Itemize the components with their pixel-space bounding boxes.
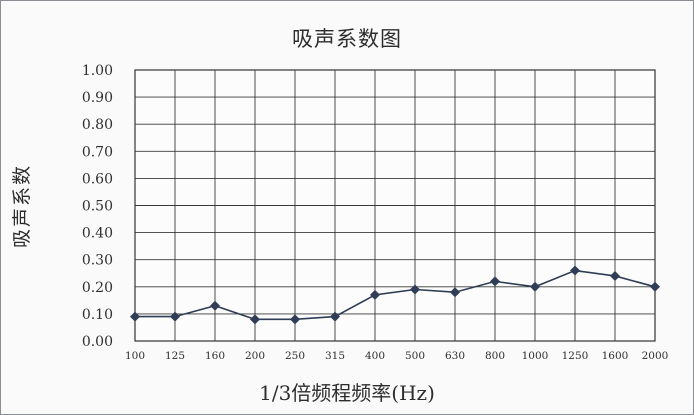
y-tick-label: 0.10 [82,307,113,323]
x-tick-label: 630 [445,350,465,362]
x-axis-label: 1/3倍频程频率(Hz) [259,381,435,405]
x-tick-label: 800 [485,350,505,362]
data-point-marker [410,284,420,295]
data-point-marker [610,270,620,281]
y-tick-label: 0.50 [82,199,113,215]
y-tick-label: 0.80 [82,117,113,133]
series-line [135,269,656,321]
x-tick-label: 315 [325,350,345,362]
data-point-marker [290,314,300,325]
y-tick-labels: 0.00 0.10 0.20 0.30 0.40 0.50 0.60 0.70 0.80 0.90… [82,63,113,350]
data-point-marker [570,265,580,276]
x-tick-label: 1000 [522,350,549,362]
x-tick-label: 100 [125,350,145,362]
data-point-marker [650,281,660,292]
x-tick-label: 400 [365,350,385,362]
data-point-marker [330,311,340,322]
y-tick-label: 0.00 [82,334,113,350]
data-point-marker [210,300,220,311]
x-tick-label: 500 [405,350,425,362]
x-tick-label: 200 [245,350,265,362]
y-tick-label: 0.20 [82,280,113,296]
y-tick-label: 0.30 [82,253,113,269]
chart-title: 吸声系数图 [292,27,402,51]
x-tick-label: 160 [205,350,225,362]
data-point-marker [130,311,140,322]
grid-lines [135,70,655,341]
y-tick-label: 0.70 [82,144,113,160]
y-tick-label: 1.00 [82,63,113,79]
x-tick-label: 1250 [562,350,589,362]
x-tick-label: 125 [165,350,185,362]
y-tick-label: 0.60 [82,171,113,187]
data-point-marker [370,289,380,300]
data-point-marker [450,287,460,298]
series-group [130,265,660,325]
y-tick-label: 0.40 [82,226,113,242]
x-tick-label: 2000 [642,350,669,362]
data-point-marker [490,276,500,287]
data-point-marker [250,314,260,325]
x-tick-label: 250 [285,350,305,362]
y-tick-label: 0.90 [82,90,113,106]
data-point-marker [170,311,180,322]
x-tick-label: 1600 [602,350,629,362]
x-tick-labels: 100 125 160 200 250 315 400 500 630 800 1000 1250 16… [125,350,668,362]
data-point-marker [530,281,540,292]
